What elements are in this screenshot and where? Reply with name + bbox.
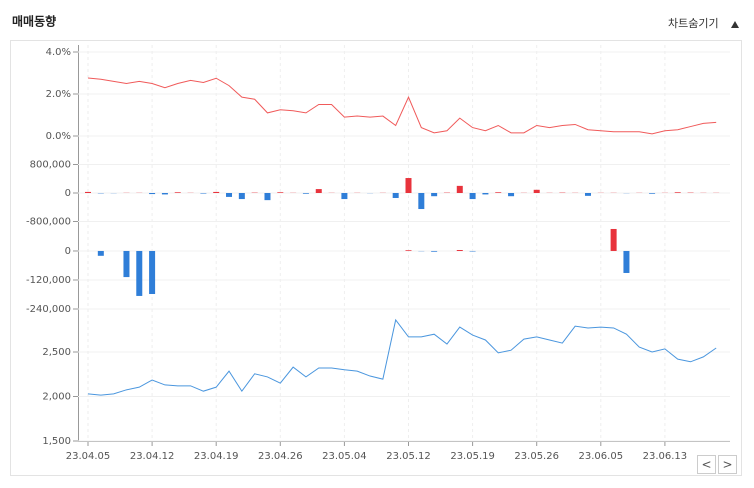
bar bbox=[341, 193, 348, 200]
y-tick-label: 4.0% bbox=[46, 47, 71, 58]
bar bbox=[123, 250, 130, 278]
section-title: 매매동향 bbox=[12, 14, 56, 29]
bar bbox=[482, 193, 489, 195]
bar bbox=[456, 250, 463, 251]
bar bbox=[508, 193, 515, 197]
x-tick-label: 23.05.26 bbox=[514, 451, 559, 462]
bar bbox=[418, 193, 425, 210]
y-tick-label: 0 bbox=[65, 246, 71, 257]
bar bbox=[533, 189, 540, 193]
bar bbox=[584, 193, 591, 196]
bar bbox=[264, 193, 271, 201]
bar bbox=[161, 193, 168, 195]
bar bbox=[149, 250, 156, 295]
x-tick-label: 23.04.19 bbox=[194, 451, 239, 462]
bar bbox=[431, 250, 438, 252]
y-tick-label: 2,500 bbox=[42, 347, 71, 358]
bar bbox=[405, 178, 412, 193]
bar bbox=[85, 191, 91, 193]
bar bbox=[405, 250, 412, 251]
y-tick-label: 1,500 bbox=[42, 436, 71, 447]
bar bbox=[213, 191, 220, 193]
bar bbox=[392, 193, 399, 198]
y-tick-label: 2,000 bbox=[42, 392, 71, 403]
bar bbox=[226, 193, 233, 197]
bar bbox=[315, 189, 322, 193]
toggle-chart[interactable]: 차트숨기기 bbox=[668, 17, 719, 30]
bar bbox=[674, 192, 681, 193]
line-series bbox=[87, 77, 717, 135]
bar bbox=[495, 192, 502, 193]
y-tick-label: -240,000 bbox=[26, 304, 71, 315]
bar bbox=[456, 185, 463, 193]
x-tick-label: 23.04.12 bbox=[130, 451, 175, 462]
bar bbox=[238, 193, 245, 200]
bar bbox=[174, 192, 181, 193]
prev-label[interactable]: < bbox=[701, 458, 711, 472]
bar bbox=[200, 193, 207, 194]
x-tick-label: 23.04.05 bbox=[66, 451, 111, 462]
line-series bbox=[87, 318, 717, 396]
x-tick-label: 23.06.13 bbox=[643, 451, 688, 462]
bar bbox=[469, 193, 476, 200]
bar bbox=[149, 193, 156, 195]
x-tick-label: 23.06.05 bbox=[579, 451, 624, 462]
x-tick-label: 23.04.26 bbox=[258, 451, 303, 462]
x-tick-label: 23.05.04 bbox=[322, 451, 367, 462]
y-tick-label: -800,000 bbox=[26, 217, 71, 228]
bar bbox=[649, 193, 656, 194]
bar bbox=[97, 250, 104, 256]
x-tick-label: 23.05.12 bbox=[386, 451, 431, 462]
x-tick-label: 23.05.19 bbox=[450, 451, 495, 462]
chart-frame bbox=[10, 40, 742, 476]
bar bbox=[136, 250, 143, 296]
y-tick-label: 0 bbox=[65, 188, 71, 199]
bar bbox=[431, 193, 438, 197]
toggle-icon[interactable] bbox=[731, 21, 739, 28]
y-tick-label: -120,000 bbox=[26, 275, 71, 286]
y-tick-label: 2.0% bbox=[46, 89, 71, 100]
y-tick-label: 800,000 bbox=[30, 160, 71, 171]
bar bbox=[623, 250, 630, 273]
prev-button[interactable] bbox=[697, 455, 716, 474]
bar bbox=[610, 228, 617, 251]
y-tick-label: 0.0% bbox=[46, 131, 71, 142]
bar bbox=[277, 192, 284, 193]
next-label[interactable]: > bbox=[722, 458, 732, 472]
bar bbox=[302, 193, 309, 194]
next-button[interactable] bbox=[718, 455, 737, 474]
